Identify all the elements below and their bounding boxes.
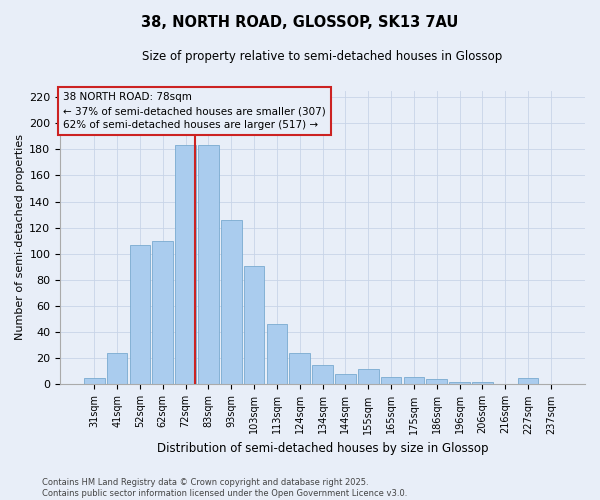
Bar xyxy=(107,353,127,384)
Bar xyxy=(130,244,150,384)
Bar xyxy=(244,266,265,384)
Bar xyxy=(289,353,310,384)
Text: 38, NORTH ROAD, GLOSSOP, SK13 7AU: 38, NORTH ROAD, GLOSSOP, SK13 7AU xyxy=(142,15,458,30)
Bar xyxy=(175,146,196,384)
Bar xyxy=(221,220,242,384)
Text: Contains HM Land Registry data © Crown copyright and database right 2025.
Contai: Contains HM Land Registry data © Crown c… xyxy=(42,478,407,498)
Bar xyxy=(152,241,173,384)
Text: 38 NORTH ROAD: 78sqm
← 37% of semi-detached houses are smaller (307)
62% of semi: 38 NORTH ROAD: 78sqm ← 37% of semi-detac… xyxy=(63,92,326,130)
Bar xyxy=(84,378,104,384)
Bar xyxy=(312,365,333,384)
Bar xyxy=(404,376,424,384)
Y-axis label: Number of semi-detached properties: Number of semi-detached properties xyxy=(15,134,25,340)
Title: Size of property relative to semi-detached houses in Glossop: Size of property relative to semi-detach… xyxy=(142,50,503,63)
Bar xyxy=(427,379,447,384)
Bar xyxy=(518,378,538,384)
Bar xyxy=(472,382,493,384)
Bar xyxy=(449,382,470,384)
Bar xyxy=(335,374,356,384)
X-axis label: Distribution of semi-detached houses by size in Glossop: Distribution of semi-detached houses by … xyxy=(157,442,488,455)
Bar xyxy=(358,369,379,384)
Bar xyxy=(381,376,401,384)
Bar xyxy=(198,146,218,384)
Bar xyxy=(266,324,287,384)
